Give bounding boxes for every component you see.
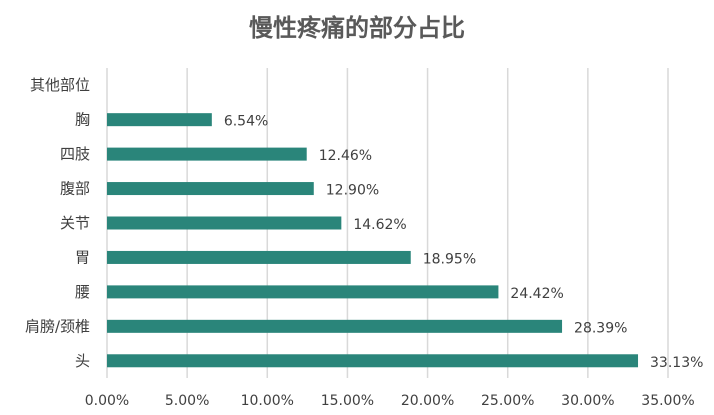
x-tick-label: 15.00% xyxy=(321,393,374,409)
bar xyxy=(107,354,639,368)
data-label: 12.90% xyxy=(326,183,379,199)
x-tick-label: 0.00% xyxy=(85,393,129,409)
bar xyxy=(107,182,314,196)
data-label: 14.62% xyxy=(353,217,406,233)
bar xyxy=(107,147,307,161)
chart-title: 慢性疼痛的部分占比 xyxy=(249,14,465,42)
bar xyxy=(107,250,411,264)
y-tick-label: 胃 xyxy=(75,248,90,266)
data-label: 33.13% xyxy=(650,355,703,371)
x-tick-label: 5.00% xyxy=(165,393,209,409)
x-tick-label: 10.00% xyxy=(241,393,294,409)
y-tick-label: 头 xyxy=(75,352,90,370)
bar xyxy=(107,285,499,299)
y-tick-label: 腰 xyxy=(75,283,90,301)
x-tick-label: 20.00% xyxy=(401,393,454,409)
bar xyxy=(107,113,212,127)
x-tick-label: 35.00% xyxy=(641,393,694,409)
x-tick-label: 30.00% xyxy=(561,393,614,409)
data-label: 28.39% xyxy=(574,320,627,336)
y-tick-label: 关节 xyxy=(60,214,90,232)
y-tick-label: 其他部位 xyxy=(30,76,90,94)
y-tick-label: 肩膀/颈椎 xyxy=(25,317,90,335)
x-tick-label: 25.00% xyxy=(481,393,534,409)
data-label: 18.95% xyxy=(423,251,476,267)
bar xyxy=(107,216,342,230)
y-tick-label: 腹部 xyxy=(60,180,90,198)
data-label: 24.42% xyxy=(510,286,563,302)
y-tick-label: 胸 xyxy=(75,111,90,129)
data-label: 12.46% xyxy=(319,148,372,164)
bar xyxy=(107,319,563,333)
y-tick-label: 四肢 xyxy=(60,145,90,163)
data-label: 6.54% xyxy=(224,114,268,130)
